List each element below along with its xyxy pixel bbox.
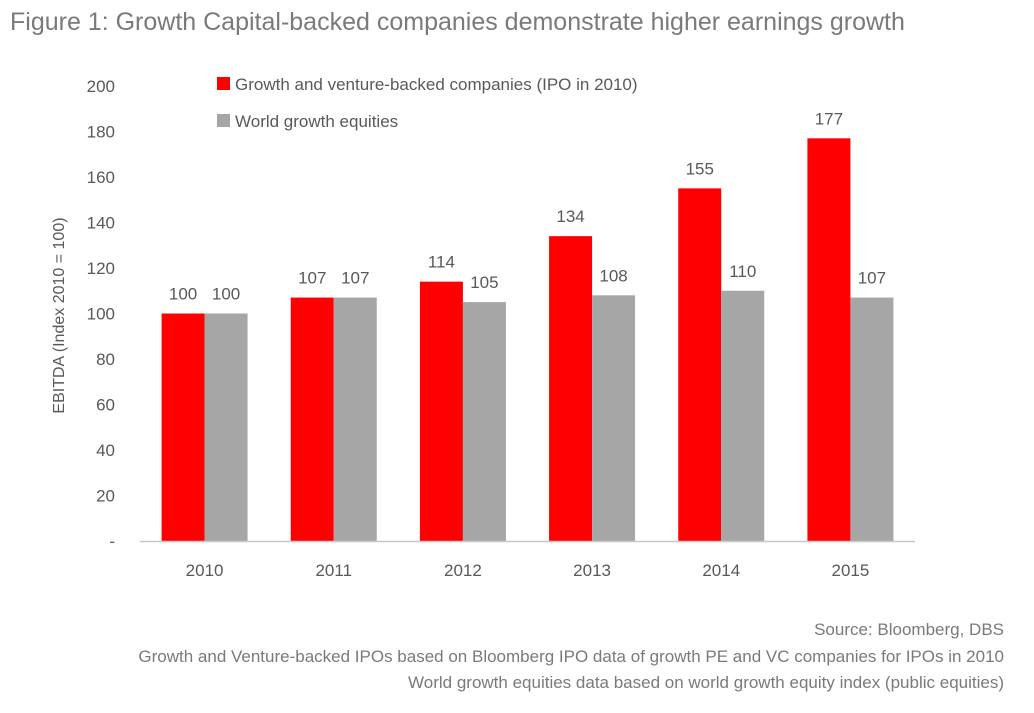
y-axis: - 20 40 60 80 100 120 140 160 180 200 EBITDA (Index… (51, 77, 115, 551)
y-tick-label: 180 (87, 123, 115, 142)
chart-legend: Growth and venture-backed companies (IPO… (217, 75, 638, 131)
y-tick-label: 160 (87, 168, 115, 187)
legend-label: World growth equities (235, 112, 398, 131)
footnote-world-equities: World growth equities data based on worl… (408, 673, 1004, 692)
x-tick-label: 2014 (702, 561, 740, 580)
footnote-growth-vc: Growth and Venture-backed IPOs based on … (138, 647, 1004, 666)
y-tick-label: 80 (96, 350, 115, 369)
data-label: 105 (470, 273, 498, 292)
bar-area: 100 100 107 107 114 105 134 108 155 110 177 107 (161, 109, 894, 541)
bar-growth-vc-2013 (549, 236, 593, 541)
x-tick-label: 2013 (573, 561, 611, 580)
y-tick-label: 140 (87, 214, 115, 233)
bar-growth-vc-2012 (419, 281, 463, 541)
bar-world-equities-2015 (850, 297, 894, 541)
bar-chart: Growth and venture-backed companies (IPO… (51, 75, 915, 580)
figure-title: Figure 1: Growth Capital-backed companie… (10, 8, 905, 36)
y-axis-title: EBITDA (Index 2010 = 100) (51, 217, 68, 413)
bar-world-equities-2014 (721, 290, 765, 541)
y-tick-label: - (109, 532, 115, 551)
bar-world-equities-2011 (333, 297, 377, 541)
data-label: 134 (556, 207, 584, 226)
data-label: 100 (169, 285, 197, 304)
bar-world-equities-2010 (204, 313, 248, 541)
bar-growth-vc-2011 (290, 297, 334, 541)
x-tick-label: 2010 (186, 561, 224, 580)
data-label: 108 (599, 266, 627, 285)
data-label: 107 (858, 269, 886, 288)
data-label: 107 (341, 269, 369, 288)
data-label: 155 (686, 159, 714, 178)
bar-world-equities-2012 (462, 302, 506, 541)
x-axis: 2010 2011 2012 2013 2014 2015 (140, 540, 915, 580)
x-tick-label: 2012 (444, 561, 482, 580)
y-tick-label: 200 (87, 77, 115, 96)
bar-growth-vc-2015 (807, 138, 851, 541)
y-tick-label: 40 (96, 441, 115, 460)
legend-swatch (217, 77, 230, 90)
y-tick-label: 100 (87, 305, 115, 324)
legend-label: Growth and venture-backed companies (IPO… (235, 75, 638, 94)
data-label: 100 (212, 285, 240, 304)
data-label: 107 (298, 269, 326, 288)
source-note: Source: Bloomberg, DBS (814, 620, 1004, 639)
bar-growth-vc-2014 (678, 188, 722, 541)
legend-swatch (217, 114, 230, 127)
x-tick-label: 2011 (315, 561, 352, 580)
data-label: 177 (815, 109, 843, 128)
data-label: 110 (729, 262, 756, 281)
y-tick-label: 60 (96, 396, 115, 415)
bar-world-equities-2013 (592, 295, 636, 541)
y-tick-label: 20 (96, 487, 115, 506)
y-tick-label: 120 (87, 259, 115, 278)
data-label: 114 (428, 253, 455, 272)
x-tick-label: 2015 (832, 561, 870, 580)
bar-growth-vc-2010 (161, 313, 205, 541)
